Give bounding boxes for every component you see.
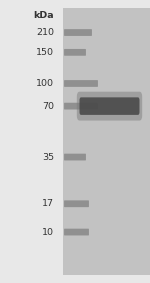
FancyBboxPatch shape <box>64 229 89 235</box>
Text: 150: 150 <box>36 48 54 57</box>
FancyBboxPatch shape <box>64 49 86 56</box>
Text: 35: 35 <box>42 153 54 162</box>
FancyBboxPatch shape <box>64 103 98 110</box>
FancyBboxPatch shape <box>64 200 89 207</box>
FancyBboxPatch shape <box>80 97 140 115</box>
Text: 210: 210 <box>36 28 54 37</box>
Text: 17: 17 <box>42 199 54 208</box>
Bar <box>63 8 150 275</box>
Text: 100: 100 <box>36 79 54 88</box>
FancyBboxPatch shape <box>77 92 142 121</box>
Text: 10: 10 <box>42 228 54 237</box>
FancyBboxPatch shape <box>64 80 98 87</box>
Text: kDa: kDa <box>33 11 54 20</box>
FancyBboxPatch shape <box>64 29 92 36</box>
Text: 70: 70 <box>42 102 54 111</box>
FancyBboxPatch shape <box>64 154 86 160</box>
